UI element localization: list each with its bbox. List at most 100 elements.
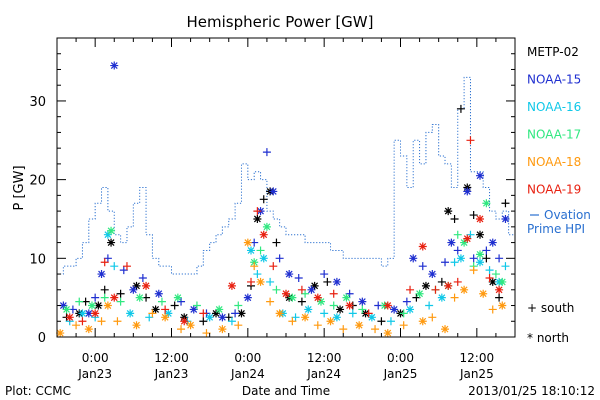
north-point xyxy=(501,214,510,223)
south-point xyxy=(262,148,271,157)
south-point xyxy=(100,258,109,267)
south-point xyxy=(100,285,109,294)
south-point xyxy=(231,309,240,318)
south-point xyxy=(250,262,259,271)
south-point xyxy=(100,293,109,302)
south-point xyxy=(234,321,243,330)
x-tick-date-label: Jan24 xyxy=(306,367,341,381)
north-point xyxy=(132,281,141,290)
north-point xyxy=(447,238,456,247)
south-point xyxy=(266,297,275,306)
north-point xyxy=(488,238,497,247)
north-point xyxy=(142,281,151,290)
x-tick-time-label: 0:00 xyxy=(234,351,261,365)
north-point xyxy=(444,207,453,216)
north-point xyxy=(383,301,392,310)
north-point xyxy=(301,313,310,322)
north-point xyxy=(498,277,507,286)
north-point xyxy=(479,289,488,298)
x-tick-date-label: Jan25 xyxy=(459,367,494,381)
north-point xyxy=(285,270,294,279)
north-point xyxy=(180,317,189,326)
south-point xyxy=(453,230,462,239)
legend-marker-item: + south xyxy=(527,301,574,315)
south-point xyxy=(377,317,386,326)
north-point xyxy=(110,61,119,70)
south-point xyxy=(501,199,510,208)
north-point xyxy=(345,301,354,310)
south-point xyxy=(272,238,281,247)
north-point xyxy=(428,270,437,279)
south-point xyxy=(371,325,380,334)
south-point xyxy=(116,297,125,306)
north-point xyxy=(212,309,221,318)
south-point xyxy=(386,317,395,326)
north-point xyxy=(151,305,160,314)
south-point xyxy=(148,309,157,318)
north-point xyxy=(87,301,96,310)
south-point xyxy=(234,301,243,310)
series-noaa-19 xyxy=(65,136,504,326)
south-point xyxy=(227,317,236,326)
south-point xyxy=(199,317,208,326)
north-point xyxy=(367,313,376,322)
north-point xyxy=(409,254,418,263)
north-point xyxy=(418,242,427,251)
south-point xyxy=(72,321,81,330)
north-point xyxy=(247,246,256,255)
x-tick-date-label: Jan23 xyxy=(154,367,189,381)
legend: METP-02 NOAA-15 NOAA-16 NOAA-17 NOAA-18 NOAA-… xyxy=(527,45,591,345)
north-point xyxy=(186,321,195,330)
legend-item: NOAA-15 xyxy=(527,73,581,87)
south-point xyxy=(192,301,201,310)
south-point xyxy=(256,246,265,255)
south-point xyxy=(450,293,459,302)
north-point xyxy=(91,309,100,318)
north-point xyxy=(460,238,469,247)
chart-title: Hemispheric Power [GW] xyxy=(187,13,374,31)
south-point xyxy=(501,262,510,271)
x-tick-date-label: Jan24 xyxy=(230,367,265,381)
north-point xyxy=(460,285,469,294)
north-point xyxy=(56,329,65,338)
ovation-series-line xyxy=(57,76,516,275)
south-point xyxy=(469,211,478,220)
south-point xyxy=(269,262,278,271)
north-point xyxy=(332,313,341,322)
north-point xyxy=(97,270,106,279)
north-point xyxy=(129,285,138,294)
south-point xyxy=(450,258,459,267)
south-point xyxy=(320,309,329,318)
north-point xyxy=(161,313,170,322)
south-point xyxy=(348,309,357,318)
south-point xyxy=(425,301,434,310)
north-point xyxy=(463,187,472,196)
north-point xyxy=(456,254,465,263)
north-point xyxy=(336,305,345,314)
north-point xyxy=(444,281,453,290)
south-point xyxy=(456,104,465,113)
south-point xyxy=(110,262,119,271)
north-point xyxy=(495,285,504,294)
legend-marker-item: * north xyxy=(527,331,569,345)
south-point xyxy=(402,297,411,306)
south-point xyxy=(247,277,256,286)
y-tick-label: 10 xyxy=(29,252,46,267)
north-point xyxy=(304,305,313,314)
south-point xyxy=(482,254,491,263)
north-point xyxy=(78,309,87,318)
south-point xyxy=(453,246,462,255)
north-point xyxy=(326,317,335,326)
south-point xyxy=(329,301,338,310)
north-point xyxy=(94,301,103,310)
north-point xyxy=(259,230,268,239)
north-point xyxy=(59,301,68,310)
north-point xyxy=(107,226,116,235)
south-point xyxy=(138,273,147,282)
south-point xyxy=(272,285,281,294)
north-point xyxy=(215,305,224,314)
south-point xyxy=(418,262,427,271)
north-point xyxy=(482,199,491,208)
legend-ovation-label: Ovation xyxy=(544,208,591,222)
north-point xyxy=(243,238,252,247)
